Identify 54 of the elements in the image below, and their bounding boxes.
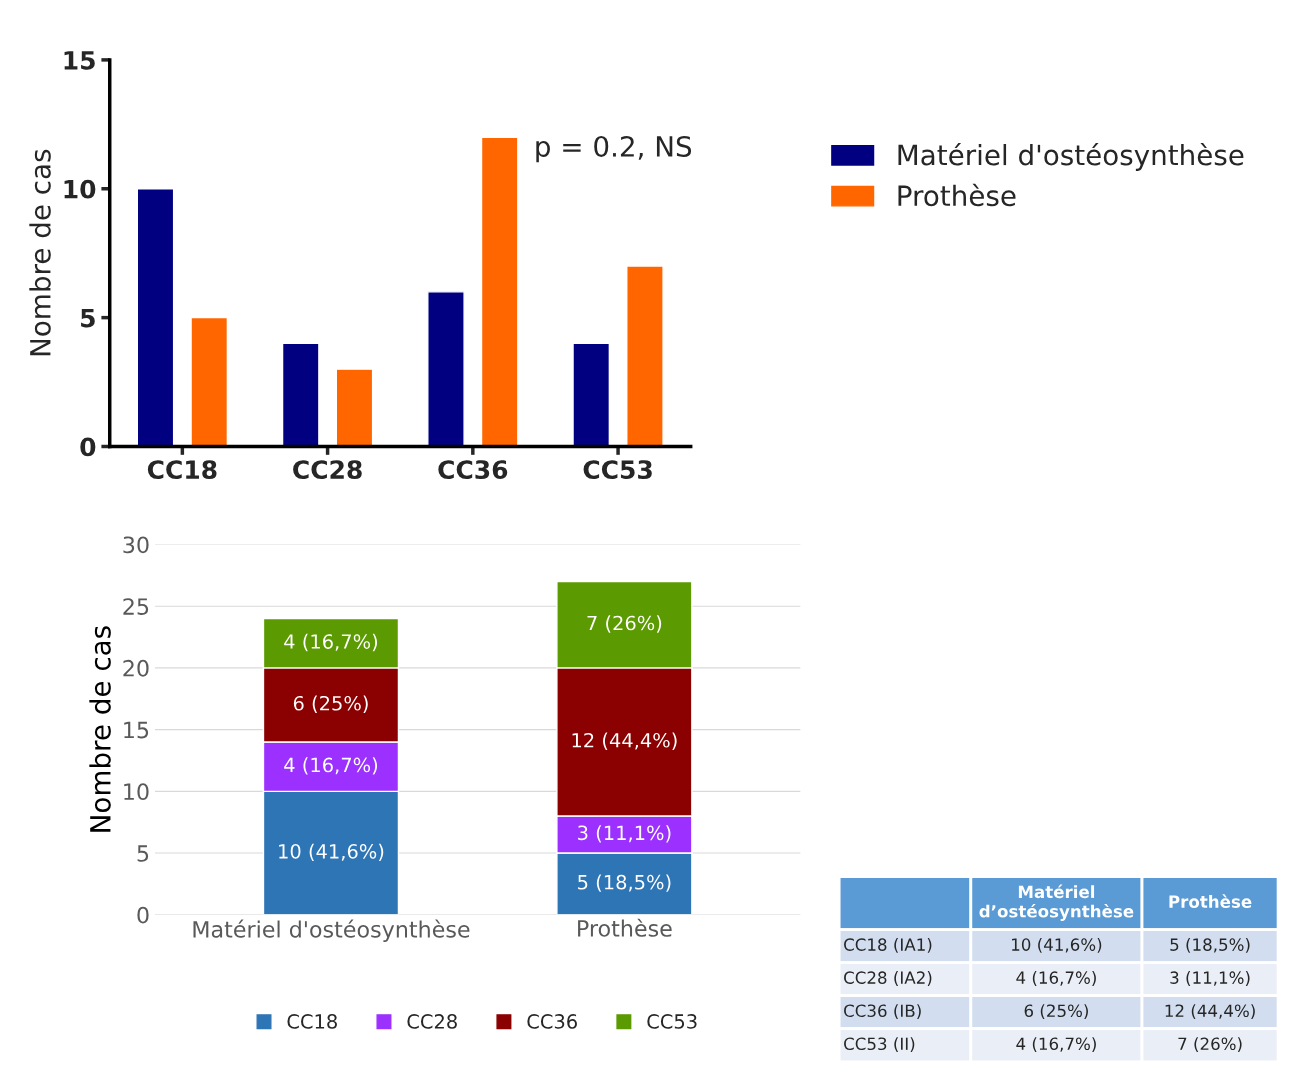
- category-label: CC36 (IB): [844, 1004, 921, 1019]
- text: 3 (11,1%): [1170, 971, 1250, 986]
- data-label: 4 (16,7%): [284, 757, 378, 775]
- x-tick-label: CC18: [147, 460, 217, 480]
- category-label: CC53 (II): [844, 1037, 915, 1053]
- y-tick-label: 20: [123, 659, 149, 677]
- y-tick-label: 10: [64, 179, 96, 199]
- y-tick-label: 5: [81, 308, 95, 328]
- y-tick-label: 15: [124, 721, 149, 739]
- category-label: CC18 (IA1): [844, 938, 932, 953]
- bar: [335, 368, 374, 447]
- y-tick-label: 25: [123, 598, 149, 615]
- bar: [572, 342, 611, 447]
- bar: [480, 136, 519, 447]
- data-label: 5 (18,5%): [578, 874, 671, 892]
- x-tick-label: CC53: [583, 460, 652, 480]
- text: 5 (18,5%): [1170, 938, 1250, 953]
- bar: [626, 265, 664, 447]
- data-label: 7 (26%): [587, 615, 662, 633]
- bar: [136, 188, 175, 447]
- category-label: Matériel d’ostéosynthèse: [979, 884, 1134, 921]
- data-label: 10 (41,6%): [279, 843, 384, 861]
- annotation: p = 0.2, NS: [536, 135, 692, 163]
- data-label: 4 (16,7%): [284, 633, 378, 652]
- y-axis-title: Nombre de cas: [89, 626, 111, 832]
- text: 7 (26%): [1178, 1037, 1242, 1053]
- legend-label: CC28: [407, 1014, 457, 1029]
- bar: [281, 342, 320, 447]
- y-tick-label: 5: [137, 845, 149, 862]
- text: 4 (16,7%): [1016, 971, 1096, 986]
- y-tick-label: 0: [80, 437, 96, 457]
- legend-label: CC18: [287, 1014, 337, 1029]
- text: 12 (44,4%): [1165, 1004, 1255, 1019]
- text: 4 (16,7%): [1016, 1037, 1096, 1053]
- text: 6 (25%): [1024, 1004, 1088, 1019]
- text: 10 (41,6%): [1012, 938, 1102, 953]
- x-tick-label: CC28: [293, 460, 362, 480]
- legend-label: Matériel d'ostéosynthèse: [898, 142, 1244, 171]
- data-label: 12 (44,4%): [572, 732, 677, 750]
- y-tick-label: 0: [137, 906, 149, 924]
- y-axis-title: Nombre de cas: [29, 149, 51, 356]
- bar: [427, 291, 465, 447]
- legend-label: Prothèse: [898, 183, 1016, 207]
- y-tick-label: 30: [123, 536, 149, 554]
- y-tick-label: 10: [124, 783, 149, 801]
- x-tick-label: CC36: [438, 460, 508, 480]
- bar: [190, 316, 229, 447]
- data-label: 6 (25%): [293, 695, 368, 713]
- y-tick-label: 15: [64, 51, 95, 70]
- category-label: Prothèse: [1169, 894, 1252, 908]
- data-label: 3 (11,1%): [578, 825, 671, 843]
- legend-label: CC53: [647, 1014, 697, 1029]
- legend-label: CC36: [527, 1014, 577, 1029]
- category-label: CC28 (IA2): [844, 971, 932, 986]
